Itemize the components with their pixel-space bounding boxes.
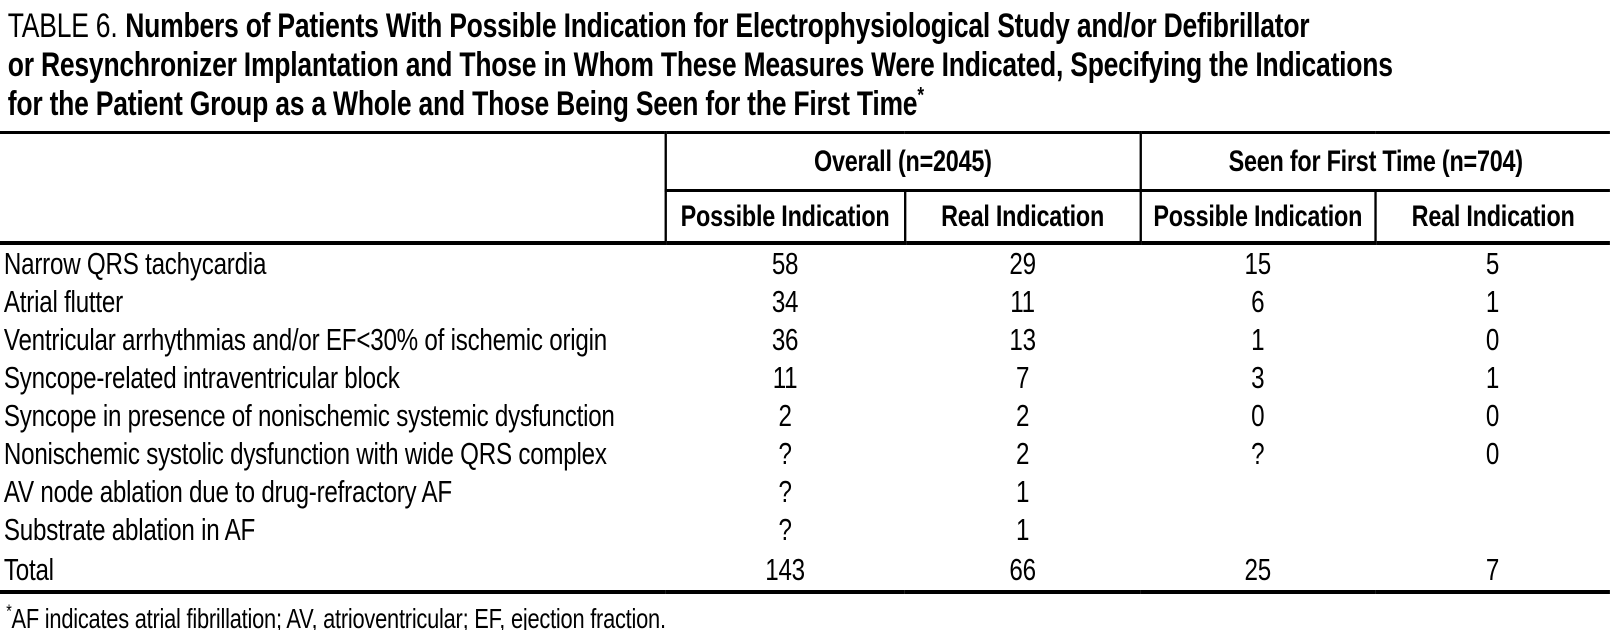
cell-value: 6 [1251,284,1265,319]
table-row-total: Total 143 66 25 7 [0,549,1610,594]
cell-value: 7 [1015,360,1030,395]
row-label: Ventricular arrhythmias and/or EF<30% of… [3,322,607,357]
col-group-overall: Overall (n=2045) [665,132,1142,192]
cell-value: 7 [1375,549,1610,594]
table-footnote: *AF indicates atrial fibrillation; AV, a… [0,603,1618,630]
col-header-possible-indication-overall: Possible Indication [665,190,906,245]
title-line-3: for the Patient Group as a Whole and Tho… [7,82,1618,124]
footnote-marker: * [6,601,12,622]
col-header-possible-indication-seen: Possible Indication [1140,190,1377,245]
sub-column-header-row: Possible Indication Real Indication Poss… [0,190,1610,245]
cell-value: 1 [1485,284,1500,319]
table-row: Syncope-related intraventricular block 1… [0,359,1610,397]
table-row: AV node ablation due to drug-refractory … [0,473,1610,511]
title-text-2: or Resynchronizer Implantation and Those… [7,46,1393,84]
row-label: Syncope in presence of nonischemic syste… [3,398,615,433]
row-label: Syncope-related intraventricular block [3,360,400,395]
table-row: Nonischemic systolic dysfunction with wi… [0,435,1610,473]
col-header-real-indication-overall: Real Indication [904,190,1142,245]
column-group-header-row: Overall (n=2045) Seen for First Time (n=… [0,132,1610,245]
cell-value: ? [778,474,792,509]
cell-value: 1 [1485,360,1500,395]
cell-value: 143 [665,549,905,594]
table-row: Syncope in presence of nonischemic syste… [0,397,1610,435]
cell-value: ? [778,436,792,471]
cell-value: 0 [1485,398,1500,433]
cell-value: 0 [1485,436,1500,471]
cell-value: 3 [1251,360,1265,395]
cell-value: 11 [1010,284,1035,319]
cell-value: 0 [1251,398,1265,433]
cell-value: 58 [771,246,799,281]
cell-value: 11 [772,360,798,395]
cell-value: 36 [771,322,799,357]
table-title: TABLE 6. Numbers of Patients With Possibl… [0,0,1618,124]
title-text-3: for the Patient Group as a Whole and Tho… [7,85,918,123]
stub-header-cell [0,132,667,245]
cell-value [1140,473,1375,511]
cell-value: 1 [1015,512,1030,547]
cell-value: 5 [1485,246,1500,281]
table-row: Atrial flutter 34 11 6 1 [0,283,1610,321]
row-label: Substrate ablation in AF [3,512,256,547]
title-text-1: Numbers of Patients With Possible Indica… [125,7,1310,45]
patients-indication-table: Overall (n=2045) Seen for First Time (n=… [0,131,1610,594]
cell-value: 2 [1015,436,1030,471]
cell-value: 15 [1244,246,1272,281]
table-row: Ventricular arrhythmias and/or EF<30% of… [0,321,1610,359]
cell-value: 25 [1140,549,1376,594]
footnote-marker-superscript: * [917,82,924,108]
row-label: Narrow QRS tachycardia [3,246,267,281]
cell-value: 0 [1485,322,1500,357]
row-label: AV node ablation due to drug-refractory … [3,474,452,509]
table-row: Substrate ablation in AF ? 1 [0,511,1610,549]
row-label: Atrial flutter [3,284,123,319]
cell-value: 34 [771,284,799,319]
col-group-seen-first-time: Seen for First Time (n=704) [1140,132,1610,192]
row-label: Nonischemic systolic dysfunction with wi… [3,436,607,471]
col-header-real-indication-seen: Real Indication [1375,190,1610,245]
cell-value: ? [778,512,792,547]
cell-value: 13 [1009,322,1036,357]
table-number-label: TABLE 6. [7,7,118,45]
cell-value: ? [1251,436,1265,471]
cell-value: 1 [1251,322,1265,357]
cell-value [1375,511,1610,549]
cell-value: 2 [1015,398,1030,433]
cell-value: 2 [778,398,792,433]
cell-value [1140,511,1375,549]
footnote-text: AF indicates atrial fibrillation; AV, at… [11,603,666,630]
title-line-2: or Resynchronizer Implantation and Those… [8,46,1618,85]
table-row: Narrow QRS tachycardia 58 29 15 5 [0,243,1610,283]
cell-value: 66 [904,549,1141,594]
cell-value [1375,473,1610,511]
title-line-1: TABLE 6. Numbers of Patients With Possibl… [8,7,1618,46]
cell-value: 1 [1015,474,1030,509]
cell-value: 29 [1009,246,1036,281]
row-label-total: Total [0,549,666,594]
